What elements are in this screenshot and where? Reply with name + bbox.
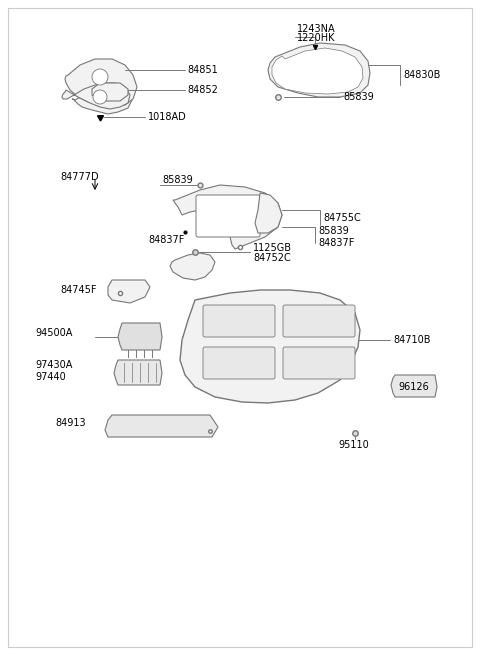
Text: 84830B: 84830B [403,70,440,80]
Text: 84852: 84852 [187,85,218,95]
Text: 97440: 97440 [35,372,66,382]
Polygon shape [268,43,370,97]
Text: 1018AD: 1018AD [148,112,187,122]
FancyBboxPatch shape [283,305,355,337]
Text: 84755C: 84755C [323,213,361,223]
Polygon shape [272,48,363,94]
Text: 85839: 85839 [162,175,193,185]
Text: 84745F: 84745F [60,285,96,295]
FancyBboxPatch shape [203,347,275,379]
Polygon shape [118,323,162,350]
Text: 85839: 85839 [318,226,349,236]
FancyBboxPatch shape [203,305,275,337]
Text: 84752C: 84752C [253,253,291,263]
Circle shape [93,90,107,104]
Polygon shape [105,415,218,437]
Text: 85839: 85839 [343,92,374,102]
Polygon shape [391,375,437,397]
Text: 84777D: 84777D [60,172,98,182]
Text: 84913: 84913 [55,418,85,428]
Text: 84837F: 84837F [318,238,354,248]
Text: 95110: 95110 [338,440,369,450]
Polygon shape [65,59,137,107]
Text: 97430A: 97430A [35,360,72,370]
Polygon shape [180,290,360,403]
Text: 1125GB: 1125GB [253,243,292,253]
Polygon shape [114,360,162,385]
Text: 1243NA: 1243NA [297,24,336,34]
Polygon shape [108,280,150,303]
Text: 96126: 96126 [398,382,429,392]
Polygon shape [255,193,282,233]
Polygon shape [92,83,128,101]
Text: 84837F: 84837F [148,235,184,245]
Polygon shape [72,88,132,114]
Polygon shape [173,185,282,249]
Text: 1220HK: 1220HK [297,33,336,43]
FancyBboxPatch shape [196,195,260,237]
Polygon shape [170,253,215,280]
Circle shape [92,69,108,85]
Polygon shape [62,83,130,109]
Text: 84851: 84851 [187,65,218,75]
Text: 94500A: 94500A [35,328,72,338]
FancyBboxPatch shape [283,347,355,379]
Text: 84710B: 84710B [393,335,431,345]
